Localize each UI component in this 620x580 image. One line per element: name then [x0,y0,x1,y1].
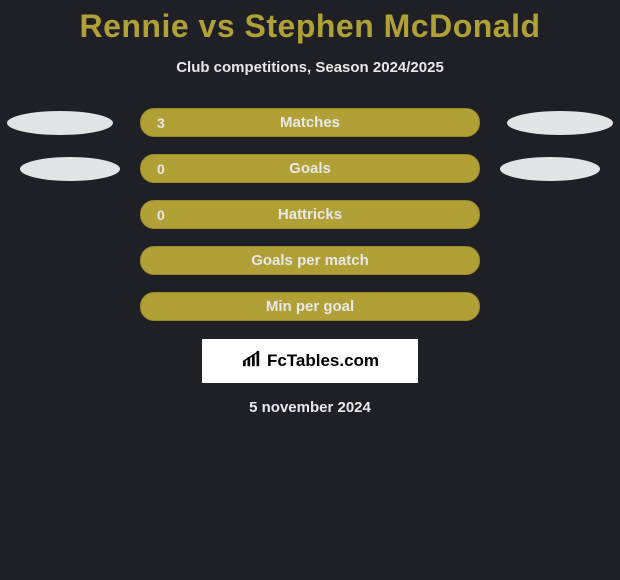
stat-row: Min per goal [0,292,620,321]
stat-row: Goals per match [0,246,620,275]
stat-value: 0 [157,207,165,223]
stat-bar: 3Matches [140,108,480,137]
stat-label: Goals per match [141,252,479,269]
comparison-title: Rennie vs Stephen McDonald [0,8,620,45]
logo-text: FcTables.com [267,351,379,371]
vs-separator: vs [189,8,244,44]
stat-bar: Min per goal [140,292,480,321]
left-ellipse [7,111,113,135]
right-ellipse [500,157,600,181]
subtitle: Club competitions, Season 2024/2025 [0,59,620,76]
stat-rows: 3Matches0Goals0HattricksGoals per matchM… [0,108,620,321]
stat-bar: Goals per match [140,246,480,275]
stat-label: Matches [141,114,479,131]
stat-row: 3Matches [0,108,620,137]
logo-chart-icon [241,350,263,373]
stat-label: Hattricks [141,206,479,223]
player2-name: Stephen McDonald [245,8,541,44]
logo-box: FcTables.com [202,339,418,383]
right-ellipse [507,111,613,135]
stat-bar: 0Hattricks [140,200,480,229]
player1-name: Rennie [79,8,189,44]
stat-value: 0 [157,161,165,177]
stat-label: Min per goal [141,298,479,315]
left-ellipse [20,157,120,181]
stat-label: Goals [141,160,479,177]
stat-value: 3 [157,115,165,131]
date: 5 november 2024 [0,399,620,416]
stat-bar: 0Goals [140,154,480,183]
stat-row: 0Hattricks [0,200,620,229]
stat-row: 0Goals [0,154,620,183]
